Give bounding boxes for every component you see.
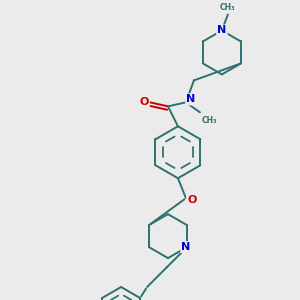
- Text: N: N: [186, 94, 196, 104]
- Text: O: O: [187, 195, 196, 205]
- Text: O: O: [139, 97, 149, 107]
- Text: N: N: [182, 242, 190, 252]
- Text: CH₃: CH₃: [220, 2, 236, 11]
- Text: N: N: [217, 26, 226, 35]
- Text: CH₃: CH₃: [202, 116, 218, 125]
